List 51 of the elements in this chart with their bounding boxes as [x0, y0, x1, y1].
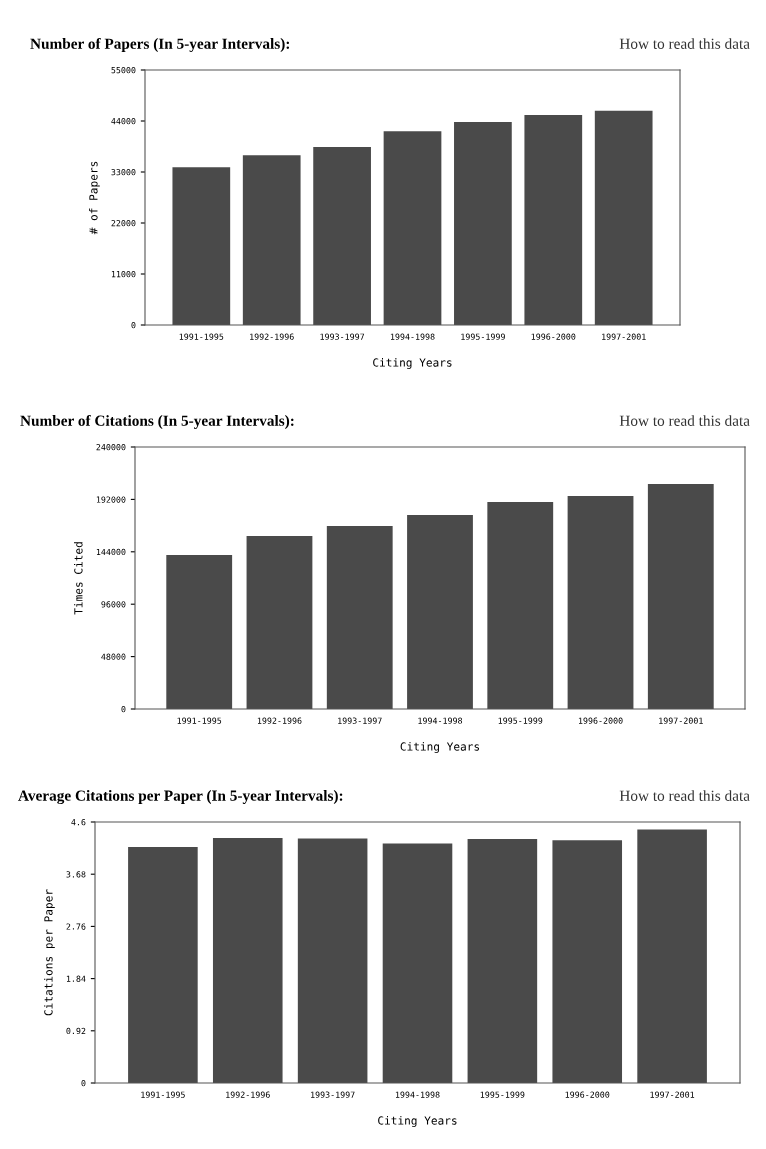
y-tick-label: 22000 [111, 220, 136, 227]
y-tick-label: 55000 [111, 67, 136, 74]
y-tick-label: 0.92 [66, 1027, 86, 1035]
x-tick-label: 1992-1996 [257, 717, 302, 724]
y-tick-label: 0 [121, 706, 126, 713]
x-tick-label: 1993-1997 [320, 333, 365, 340]
x-tick-label: 1996-2000 [531, 333, 576, 340]
x-tick-label: 1995-1999 [498, 717, 543, 724]
x-tick-label: 1996-2000 [578, 717, 623, 724]
text: How to read this data [619, 790, 750, 801]
x-tick-label: 1995-1999 [461, 333, 505, 340]
x-tick-label: 1991-1995 [177, 717, 222, 724]
x-tick-label: 1991-1995 [179, 333, 224, 340]
x-tick-label: 1996-2000 [565, 1091, 610, 1098]
y-tick-label: 48000 [101, 653, 126, 660]
y-axis-title: Citations per Paper [44, 889, 55, 1016]
x-tick-label: 1997-2001 [650, 1091, 695, 1098]
x-tick-label: 1994-1998 [418, 717, 463, 724]
x-axis-title: Citing Years [373, 358, 452, 369]
x-axis-title: Citing Years [400, 742, 480, 753]
x-tick-label: 1997-2001 [659, 717, 703, 724]
text: How to read this data [619, 38, 750, 49]
y-tick-label: 1.84 [66, 975, 86, 982]
x-axis-title: Citing Years [378, 1116, 457, 1127]
y-tick-label: 33000 [111, 169, 136, 176]
x-tick-label: 1992-1996 [250, 333, 294, 340]
x-tick-label: 1994-1998 [395, 1091, 440, 1098]
chart-title: Average Citations per Paper (In 5-year Intervals): [18, 790, 343, 804]
y-tick-label: 144000 [96, 548, 126, 556]
y-tick-label: 192000 [96, 496, 126, 503]
y-tick-label: 4.6 [71, 819, 86, 826]
y-tick-label: 11000 [111, 271, 136, 278]
y-tick-label: 2.76 [66, 923, 86, 930]
chart-title: Number of Citations (In 5-year Intervals): [20, 414, 294, 429]
x-tick-label: 1991-1995 [141, 1091, 185, 1098]
x-tick-label: 1993-1997 [338, 717, 382, 724]
x-tick-label: 1993-1997 [311, 1091, 355, 1098]
y-tick-label: 3.68 [66, 871, 86, 878]
y-tick-label: 0 [81, 1080, 86, 1087]
y-tick-label: 44000 [111, 118, 136, 125]
y-axis-title: Times Cited [74, 542, 83, 615]
chart-title: Number of Papers (In 5-year Intervals): [30, 37, 290, 52]
x-tick-label: 1997-2001 [602, 333, 646, 340]
x-tick-label: 1994-1998 [390, 333, 435, 340]
y-tick-label: 240000 [96, 444, 126, 451]
y-tick-label: 96000 [101, 601, 126, 608]
x-tick-label: 1995-1999 [480, 1091, 525, 1098]
y-tick-label: 0 [131, 322, 136, 329]
text: How to read this data [619, 415, 750, 426]
y-axis-title: # of Papers [89, 161, 100, 235]
x-tick-label: 1992-1996 [226, 1091, 270, 1098]
